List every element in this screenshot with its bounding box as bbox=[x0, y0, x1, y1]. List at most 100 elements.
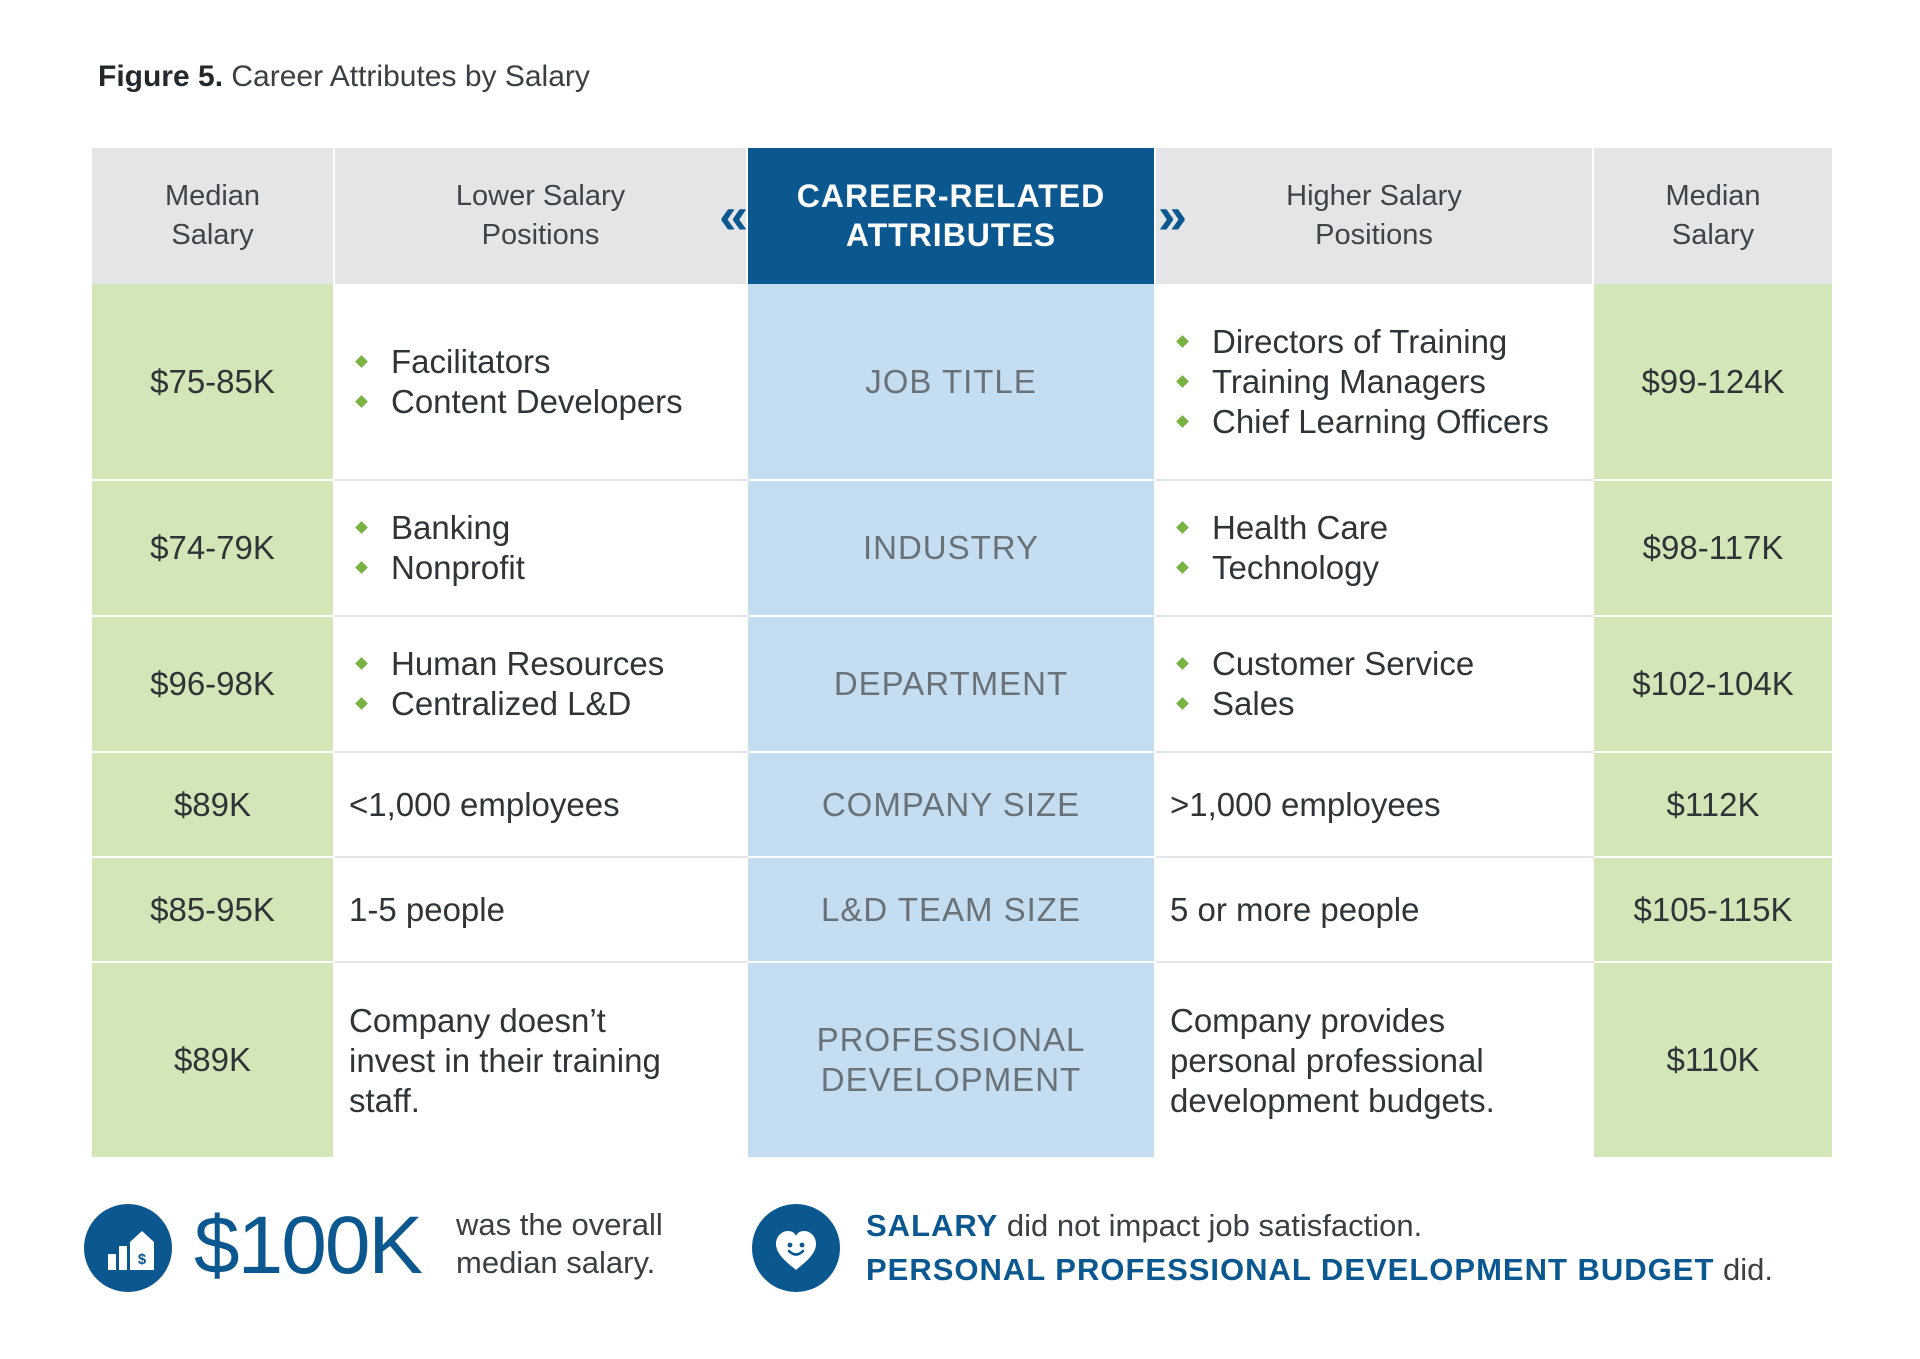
high-median-salary: $112K bbox=[1592, 752, 1832, 858]
lower-salary-positions-cell: Banking Nonprofit bbox=[333, 480, 747, 617]
bullet-diamond-icon bbox=[355, 394, 368, 408]
figure-title: Figure 5. Career Attributes by Salary bbox=[98, 60, 590, 94]
table-row: $75-85K Facilitators Content Developers JOB… bbox=[92, 284, 1832, 481]
list-item: Training Managers bbox=[1172, 362, 1586, 402]
bullet-diamond-icon bbox=[1176, 657, 1189, 670]
high-median-salary: $98-117K bbox=[1592, 480, 1832, 617]
list-item-label: Chief Learning Officers bbox=[1212, 402, 1549, 440]
higher-positions-text: >1,000 employees bbox=[1170, 785, 1441, 823]
bullet-diamond-icon bbox=[355, 561, 368, 574]
lower-positions-text: 1-5 people bbox=[349, 890, 505, 928]
list-item: Human Resources bbox=[351, 644, 740, 684]
higher-salary-positions-cell: Directors of Training Training Managers Ch… bbox=[1154, 284, 1593, 481]
career-attribute-label: PROFESSIONAL DEVELOPMENT bbox=[816, 1021, 1086, 1098]
table-row: $89K Company doesn’t invest in their trai… bbox=[92, 962, 1832, 1159]
heart-smile-icon bbox=[752, 1204, 840, 1292]
list-item-label: Nonprofit bbox=[391, 549, 525, 586]
higher-salary-positions-cell: Customer Service Sales bbox=[1154, 616, 1593, 753]
table-row: $85-95K 1-5 people L&D TEAM SIZE 5 or more … bbox=[92, 857, 1832, 963]
lower-salary-positions-cell: <1,000 employees bbox=[333, 752, 747, 858]
high-median-salary: $102-104K bbox=[1592, 616, 1832, 753]
career-attribute: DEPARTMENT bbox=[746, 616, 1155, 753]
career-attribute-label: COMPANY SIZE bbox=[821, 785, 1081, 823]
header-median-salary-right: Median Salary bbox=[1592, 148, 1832, 284]
list-item: Health Care bbox=[1172, 508, 1586, 548]
list-item: Sales bbox=[1172, 684, 1586, 724]
budget-statement: PERSONAL PROFESSIONAL DEVELOPMENT BUDGET… bbox=[866, 1250, 1773, 1290]
higher-salary-positions-cell: Company provides personal professional d… bbox=[1154, 962, 1593, 1158]
svg-text:$: $ bbox=[138, 1251, 147, 1268]
salary-statement-rest: did not impact job satisfaction. bbox=[998, 1208, 1423, 1243]
list-item: Facilitators bbox=[351, 342, 740, 382]
salary-statement: SALARY did not impact job satisfaction. bbox=[866, 1206, 1422, 1246]
list-item-label: Banking bbox=[391, 509, 511, 546]
list-item: Chief Learning Officers bbox=[1172, 402, 1586, 442]
low-median-salary: $75-85K bbox=[92, 284, 334, 481]
high-median-salary: $110K bbox=[1592, 962, 1832, 1159]
career-attribute-label: INDUSTRY bbox=[862, 529, 1040, 566]
list-item: Directors of Training bbox=[1172, 322, 1586, 362]
list-item-label: Centralized L&D bbox=[391, 685, 632, 722]
low-median-salary: $89K bbox=[92, 962, 334, 1159]
header-higher-salary-positions: » Higher Salary Positions bbox=[1154, 148, 1593, 284]
table-body: $75-85K Facilitators Content Developers JOB… bbox=[92, 284, 1832, 1159]
list-item-label: Sales bbox=[1212, 685, 1295, 722]
bullet-diamond-icon bbox=[355, 657, 368, 670]
figure-label: Figure 5. bbox=[98, 60, 224, 93]
overall-median-text: was the overall median salary. bbox=[456, 1207, 663, 1280]
career-attribute-label: L&D TEAM SIZE bbox=[821, 890, 1081, 928]
higher-salary-positions-cell: Health Care Technology bbox=[1154, 480, 1593, 617]
lower-positions-text: <1,000 employees bbox=[349, 785, 620, 823]
higher-salary-positions-cell: >1,000 employees bbox=[1154, 752, 1593, 858]
header-career-related-attributes: CAREER-RELATED ATTRIBUTES bbox=[746, 148, 1155, 284]
higher-positions-list: Customer Service Sales bbox=[1172, 644, 1586, 724]
list-item-label: Directors of Training bbox=[1212, 322, 1508, 360]
header-lower-salary-positions: Lower Salary Positions « bbox=[333, 148, 748, 284]
list-item: Banking bbox=[351, 508, 740, 548]
career-attribute: JOB TITLE bbox=[746, 284, 1155, 481]
list-item-label: Human Resources bbox=[391, 645, 665, 682]
low-median-salary: $85-95K bbox=[92, 857, 334, 963]
lower-salary-positions-cell: 1-5 people bbox=[333, 857, 747, 963]
list-item-label: Training Managers bbox=[1212, 362, 1486, 400]
higher-positions-list: Health Care Technology bbox=[1172, 508, 1586, 588]
budget-statement-rest: did. bbox=[1714, 1252, 1774, 1287]
higher-positions-list: Directors of Training Training Managers Ch… bbox=[1172, 322, 1586, 442]
high-median-salary: $105-115K bbox=[1592, 857, 1832, 963]
high-median-salary: $99-124K bbox=[1592, 284, 1832, 481]
table-row: $96-98K Human Resources Centralized L&D DEP… bbox=[92, 616, 1832, 753]
lower-salary-positions-cell: Company doesn’t invest in their training… bbox=[333, 962, 747, 1158]
list-item-label: Health Care bbox=[1212, 509, 1389, 546]
bullet-diamond-icon bbox=[1176, 697, 1189, 710]
list-item: Content Developers bbox=[351, 382, 740, 422]
list-item-label: Facilitators bbox=[391, 342, 551, 380]
lower-positions-text: Company doesn’t invest in their training… bbox=[349, 1001, 661, 1119]
chevron-right-icon: » bbox=[1158, 187, 1187, 245]
bullet-diamond-icon bbox=[1176, 334, 1189, 348]
career-attribute-label: JOB TITLE bbox=[865, 362, 1037, 400]
low-median-salary: $74-79K bbox=[92, 480, 334, 617]
career-attributes-table: Median Salary Lower Salary Positions « C… bbox=[92, 148, 1832, 1159]
higher-positions-text: 5 or more people bbox=[1170, 890, 1420, 928]
low-median-salary: $96-98K bbox=[92, 616, 334, 753]
table-row: $89K <1,000 employees COMPANY SIZE >1,000 e… bbox=[92, 752, 1832, 858]
higher-positions-text: Company provides personal professional d… bbox=[1170, 1001, 1495, 1119]
figure-caption: Career Attributes by Salary bbox=[231, 60, 590, 93]
lower-positions-list: Banking Nonprofit bbox=[351, 508, 740, 588]
list-item-label: Content Developers bbox=[391, 382, 683, 420]
bullet-diamond-icon bbox=[1176, 414, 1189, 428]
bullet-diamond-icon bbox=[1176, 374, 1189, 388]
career-attribute-label: DEPARTMENT bbox=[833, 665, 1069, 702]
budget-keyword: PERSONAL PROFESSIONAL DEVELOPMENT BUDGET bbox=[866, 1252, 1715, 1287]
header-median-salary-left: Median Salary bbox=[92, 148, 334, 284]
bullet-diamond-icon bbox=[355, 354, 368, 368]
header-row: Median Salary Lower Salary Positions « C… bbox=[92, 148, 1832, 284]
salary-keyword: SALARY bbox=[866, 1208, 999, 1243]
career-attribute: L&D TEAM SIZE bbox=[746, 857, 1155, 963]
list-item: Nonprofit bbox=[351, 548, 740, 588]
higher-salary-positions-cell: 5 or more people bbox=[1154, 857, 1593, 963]
list-item-label: Technology bbox=[1212, 549, 1379, 586]
overall-median-value: $100K bbox=[194, 1200, 423, 1291]
lower-positions-list: Human Resources Centralized L&D bbox=[351, 644, 740, 724]
bullet-diamond-icon bbox=[355, 521, 368, 534]
